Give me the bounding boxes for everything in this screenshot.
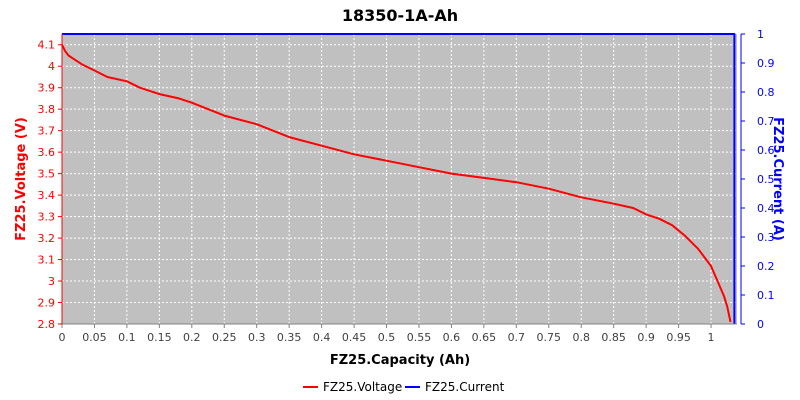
x-tick-label: 0.6 — [443, 331, 461, 344]
x-tick-label: 0.8 — [572, 331, 590, 344]
x-tick-label: 0.45 — [342, 331, 367, 344]
x-tick-label: 0.55 — [407, 331, 432, 344]
chart-title: 18350-1A-Ah — [342, 6, 458, 25]
x-tick-label: 0.1 — [118, 331, 136, 344]
legend: FZ25.Voltage FZ25.Current — [303, 380, 505, 394]
x-axis-label: FZ25.Capacity (Ah) — [330, 353, 470, 368]
x-tick-label: 0 — [59, 331, 66, 344]
y-right-tick-label: 0.2 — [757, 260, 775, 273]
x-tick-label: 0.2 — [183, 331, 201, 344]
y-axis-label-left: FZ25.Voltage (V) — [14, 117, 29, 241]
y-right-tick-label: 0.1 — [757, 289, 775, 302]
x-tick-label: 0.3 — [248, 331, 266, 344]
x-tick-label: 0.25 — [212, 331, 237, 344]
x-tick-label: 0.05 — [82, 331, 107, 344]
y-right-tick-label: 0.6 — [757, 144, 775, 157]
series-line-fz25-current — [62, 33, 736, 324]
legend-label-voltage: FZ25.Voltage — [323, 380, 402, 394]
tick-labels: 0 0.05 0.1 0.15 0.2 0.25 0.3 0.35 0.4 0.45 0.5 0.55… — [38, 28, 775, 344]
x-tick-label: 0.65 — [472, 331, 497, 344]
x-tick-label: 0.75 — [537, 331, 562, 344]
y-left-tick-label: 4 — [48, 60, 55, 73]
y-left-tick-label: 2.9 — [38, 297, 56, 310]
y-left-tick-label: 2.8 — [38, 318, 56, 331]
x-tick-label: 1 — [708, 331, 715, 344]
y-right-tick-label: 0 — [757, 318, 764, 331]
grid-lines — [61, 34, 737, 325]
x-tick-label: 0.85 — [601, 331, 626, 344]
x-tick-label: 0.35 — [277, 331, 302, 344]
series-line-fz25-voltage — [61, 44, 732, 323]
y-left-tick-label: 4.1 — [38, 39, 56, 52]
y-left-tick-label: 3.1 — [38, 254, 56, 267]
legend-label-current: FZ25.Current — [425, 380, 505, 394]
x-tick-label: 0.9 — [637, 331, 655, 344]
y-left-tick-label: 3.8 — [38, 103, 56, 116]
y-axis-label-right: FZ25.Current (A) — [770, 117, 785, 241]
y-left-tick-label: 3.6 — [38, 146, 56, 159]
y-right-tick-label: 0.5 — [757, 173, 775, 186]
y-left-tick-label: 3.5 — [38, 168, 56, 181]
x-tick-label: 0.15 — [147, 331, 172, 344]
y-right-tick-label: 0.3 — [757, 231, 775, 244]
y-left-tick-label: 3 — [48, 275, 55, 288]
y-right-tick-label: 1 — [757, 28, 764, 41]
y-left-tick-label: 3.7 — [38, 125, 56, 138]
x-tick-label: 0.95 — [666, 331, 691, 344]
plot-area — [62, 34, 737, 324]
x-tick-label: 0.7 — [508, 331, 526, 344]
y-right-tick-label: 0.9 — [757, 57, 775, 70]
y-left-tick-label: 3.2 — [38, 232, 56, 245]
y-left-tick-label: 3.3 — [38, 211, 56, 224]
x-tick-label: 0.5 — [378, 331, 396, 344]
y-right-tick-label: 0.7 — [757, 115, 775, 128]
y-right-tick-label: 0.4 — [757, 202, 775, 215]
x-tick-label: 0.4 — [313, 331, 331, 344]
y-left-tick-label: 3.9 — [38, 82, 56, 95]
y-left-tick-label: 3.4 — [38, 189, 56, 202]
series-layer — [61, 33, 736, 324]
y-right-tick-label: 0.8 — [757, 86, 775, 99]
